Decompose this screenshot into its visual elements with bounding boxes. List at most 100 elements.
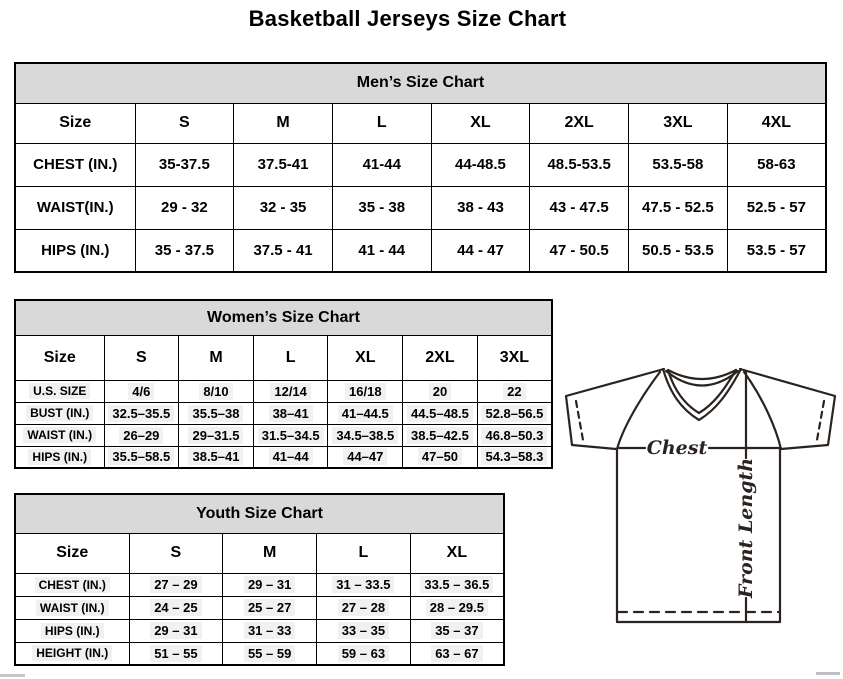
womens-cell-text: 35.5–38 bbox=[188, 404, 244, 422]
youth-cell-text: 28 – 29.5 bbox=[425, 599, 488, 616]
mens-size-table: Men’s Size Chart Size S M L XL 2XL 3XL 4… bbox=[14, 62, 827, 273]
womens-cell-text: 38.5–42.5 bbox=[407, 426, 473, 444]
womens-col-header: S bbox=[103, 334, 180, 381]
womens-cell: 52.8–56.5 bbox=[476, 401, 553, 425]
womens-col-header: 3XL bbox=[476, 334, 553, 381]
jersey-vneck-inner bbox=[666, 368, 738, 415]
youth-cell-text: 31 – 33 bbox=[243, 622, 296, 639]
mens-cell: 38 - 43 bbox=[430, 185, 531, 230]
womens-cell: 29–31.5 bbox=[178, 423, 254, 447]
youth-cell: 27 – 29 bbox=[128, 572, 224, 597]
youth-cell: 33 – 35 bbox=[316, 618, 411, 643]
womens-cell: 31.5–34.5 bbox=[252, 423, 329, 447]
womens-cell: 38–41 bbox=[252, 401, 329, 425]
jersey-collar-band bbox=[666, 368, 738, 380]
womens-cell: 12/14 bbox=[252, 379, 329, 403]
womens-cell-text: 4/6 bbox=[128, 382, 155, 400]
youth-cell: 29 – 31 bbox=[222, 572, 317, 597]
womens-cell-text: 35.5–58.5 bbox=[108, 448, 175, 466]
youth-cell-text: 29 – 31 bbox=[150, 622, 202, 639]
youth-cell: 29 – 31 bbox=[128, 618, 224, 643]
jersey-right-sleeve bbox=[738, 367, 837, 451]
womens-cell-text: 20 bbox=[428, 382, 452, 400]
youth-col-header: XL bbox=[409, 532, 505, 574]
womens-col-header: 2XL bbox=[402, 334, 478, 381]
womens-row-label: HIPS (IN.) bbox=[14, 445, 105, 469]
mens-cell: 37.5 - 41 bbox=[233, 228, 333, 273]
youth-size-label: Size bbox=[14, 532, 130, 574]
womens-col-header: XL bbox=[327, 334, 404, 381]
womens-cell: 44–47 bbox=[327, 445, 404, 469]
womens-cell-text: 29–31.5 bbox=[188, 426, 244, 444]
womens-row-label: WAIST (IN.) bbox=[14, 423, 105, 447]
womens-col-header: M bbox=[178, 334, 254, 381]
womens-cell-text: 8/10 bbox=[199, 382, 233, 400]
mens-size-label: Size bbox=[14, 102, 136, 144]
womens-cell-text: 41–44 bbox=[268, 448, 313, 466]
womens-cell: 34.5–38.5 bbox=[327, 423, 404, 447]
womens-cell: 35.5–38 bbox=[178, 401, 254, 425]
jersey-collar-band-inner bbox=[664, 369, 740, 387]
mens-cell: 44-48.5 bbox=[430, 142, 531, 187]
mens-cell: 44 - 47 bbox=[430, 228, 531, 273]
womens-row-label-text: U.S. SIZE bbox=[29, 383, 91, 399]
front-length-label: Front Length bbox=[735, 458, 757, 599]
womens-row-label-text: BUST (IN.) bbox=[26, 405, 94, 421]
youth-cell-text: 31 – 33.5 bbox=[332, 576, 395, 593]
mens-row-label: CHEST (IN.) bbox=[14, 142, 136, 187]
mens-cell: 35 - 37.5 bbox=[134, 228, 235, 273]
womens-cell: 35.5–58.5 bbox=[103, 445, 180, 469]
youth-col-header: L bbox=[316, 532, 411, 574]
mens-row-label: HIPS (IN.) bbox=[14, 228, 136, 273]
womens-cell: 22 bbox=[476, 379, 553, 403]
youth-cell: 51 – 55 bbox=[128, 641, 224, 666]
youth-cell-text: 27 – 29 bbox=[150, 576, 202, 593]
jersey-right-cuff-stitch bbox=[815, 399, 826, 442]
womens-cell-text: 31.5–34.5 bbox=[257, 426, 324, 444]
mens-table-title: Men’s Size Chart bbox=[14, 62, 827, 104]
womens-cell-text: 38.5–41 bbox=[188, 448, 244, 466]
horizontal-scrollbar-fragment-left[interactable] bbox=[0, 674, 25, 677]
youth-cell: 55 – 59 bbox=[222, 641, 317, 666]
womens-cell: 20 bbox=[402, 379, 478, 403]
womens-cell-text: 54.3–58.3 bbox=[481, 448, 548, 466]
youth-cell: 63 – 67 bbox=[409, 641, 505, 666]
youth-cell-text: 35 – 37 bbox=[431, 622, 483, 639]
womens-cell: 32.5–35.5 bbox=[103, 401, 180, 425]
mens-cell: 37.5-41 bbox=[233, 142, 333, 187]
youth-cell-text: 27 – 28 bbox=[337, 599, 390, 616]
mens-cell: 32 - 35 bbox=[233, 185, 333, 230]
mens-col-header: M bbox=[233, 102, 333, 144]
mens-cell: 47.5 - 52.5 bbox=[628, 185, 728, 230]
womens-cell: 16/18 bbox=[327, 379, 404, 403]
mens-col-header: L bbox=[331, 102, 432, 144]
youth-cell: 27 – 28 bbox=[316, 595, 411, 620]
womens-cell-text: 38–41 bbox=[268, 404, 313, 422]
womens-cell: 41–44.5 bbox=[327, 401, 404, 425]
womens-cell: 4/6 bbox=[103, 379, 180, 403]
jersey-left-armhole-seam bbox=[615, 370, 662, 451]
youth-cell: 31 – 33 bbox=[222, 618, 317, 643]
youth-cell: 31 – 33.5 bbox=[316, 572, 411, 597]
youth-row-label: WAIST (IN.) bbox=[14, 595, 130, 620]
horizontal-scrollbar-fragment-right[interactable] bbox=[816, 672, 840, 675]
youth-size-table: Youth Size Chart Size S M L XL CHEST (IN… bbox=[14, 493, 505, 666]
mens-cell: 58-63 bbox=[726, 142, 827, 187]
youth-cell: 24 – 25 bbox=[128, 595, 224, 620]
womens-cell: 54.3–58.3 bbox=[476, 445, 553, 469]
mens-cell: 41-44 bbox=[331, 142, 432, 187]
youth-cell-text: 63 – 67 bbox=[431, 644, 483, 662]
youth-cell: 33.5 – 36.5 bbox=[409, 572, 505, 597]
jersey-measurement-diagram: Chest Front Length bbox=[564, 367, 837, 624]
youth-col-header: S bbox=[128, 532, 224, 574]
youth-cell-text: 24 – 25 bbox=[150, 599, 202, 616]
womens-cell-text: 44.5–48.5 bbox=[407, 404, 473, 422]
jersey-body bbox=[615, 447, 782, 624]
mens-col-header: 4XL bbox=[726, 102, 827, 144]
womens-cell-text: 44–47 bbox=[343, 448, 388, 466]
womens-cell-text: 46.8–50.3 bbox=[481, 426, 548, 444]
womens-cell-text: 41–44.5 bbox=[337, 404, 393, 422]
mens-cell: 53.5 - 57 bbox=[726, 228, 827, 273]
womens-size-label: Size bbox=[14, 334, 105, 381]
mens-col-header: 3XL bbox=[628, 102, 728, 144]
